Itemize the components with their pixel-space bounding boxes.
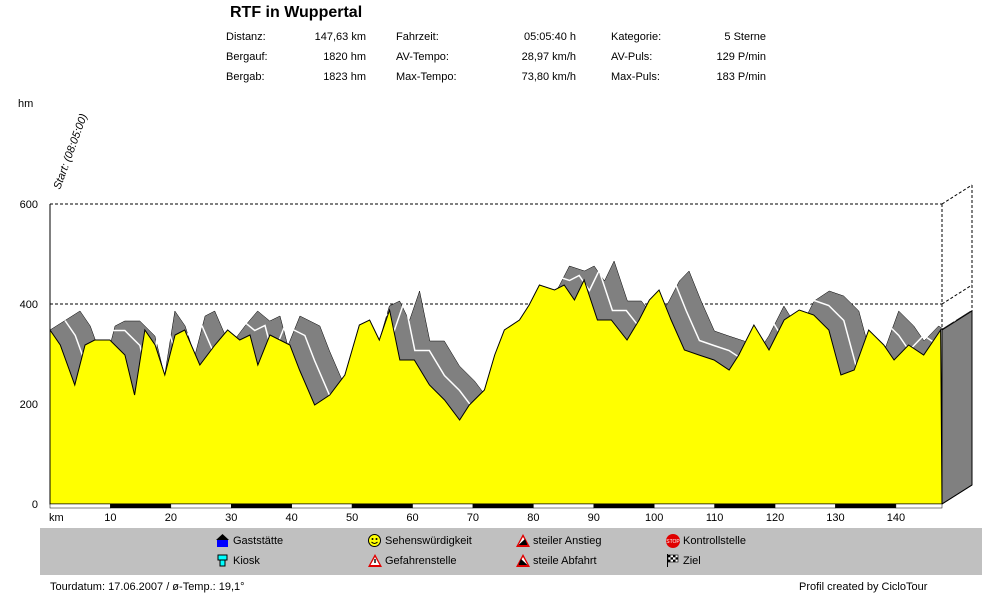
legend-label: Gaststätte: [233, 534, 284, 547]
x-tick-label: 100: [645, 512, 663, 524]
y-tick-label: 400: [20, 299, 38, 311]
stat-value: 1820 hm: [323, 51, 366, 63]
x-axis-band-segment: [49, 503, 111, 509]
smiley-icon: [368, 534, 381, 547]
x-tick-label: 110: [706, 512, 724, 524]
stat-value: 183 P/min: [716, 71, 766, 83]
legend: Gaststätte Sehenswürdigkeit steiler Anstie…: [40, 528, 982, 575]
legend-item: Gaststätte: [216, 534, 283, 547]
steep-climb-icon: [516, 534, 530, 547]
warning-icon: [368, 554, 382, 567]
x-axis-band-segment: [291, 503, 353, 509]
x-axis-band-segment: [351, 503, 413, 509]
side-face: [941, 310, 973, 505]
footer-credit: Profil created by CicloTour: [799, 581, 928, 593]
steep-descent-icon: [516, 554, 530, 567]
stop-sign-icon: STOP: [666, 534, 680, 548]
stat-value: 147,63 km: [314, 31, 366, 43]
stat-label: Distanz:: [226, 31, 266, 43]
x-axis-band-segment: [593, 503, 655, 509]
y-axis-label: hm: [18, 98, 33, 110]
stat-label: Bergab:: [226, 71, 265, 83]
stat-label: Max-Tempo:: [396, 71, 457, 83]
legend-label: Gefahrenstelle: [385, 554, 457, 567]
x-axis-label: km: [49, 512, 64, 524]
legend-label: Kiosk: [233, 554, 260, 567]
stat-label: Max-Puls:: [611, 71, 660, 83]
y-tick-label: 200: [20, 399, 38, 411]
legend-item: Kiosk: [216, 554, 260, 567]
x-tick-label: 70: [467, 512, 479, 524]
x-axis-band-segment: [170, 503, 232, 509]
footer-tour-info: Tourdatum: 17.06.2007 / ø-Temp.: 19,1°: [50, 581, 245, 593]
legend-label: steiler Anstieg: [533, 534, 602, 547]
start-annotation: Start: (08:05:00): [52, 112, 91, 191]
x-axis-band-segment: [110, 503, 172, 509]
x-axis-band-segment: [774, 503, 836, 509]
x-axis-band-segment: [231, 503, 292, 509]
x-tick-label: 20: [165, 512, 177, 524]
x-axis-band-segment: [472, 503, 534, 509]
stat-label: Kategorie:: [611, 31, 662, 43]
stat-value: 5 Sterne: [724, 31, 766, 43]
x-tick-label: 30: [225, 512, 237, 524]
x-tick-label: 130: [826, 512, 844, 524]
x-tick-label: 40: [286, 512, 298, 524]
x-axis-band-segment: [653, 503, 715, 509]
legend-item: STOP Kontrollstelle: [666, 534, 746, 548]
stat-value: 05:05:40 h: [524, 31, 576, 43]
x-tick-label: 10: [104, 512, 116, 524]
legend-item: Gefahrenstelle: [368, 554, 457, 567]
x-tick-label: 90: [588, 512, 600, 524]
stat-value: 28,97 km/h: [521, 51, 576, 63]
checkered-flag-icon: [666, 554, 679, 567]
y-tick-label: 600: [20, 199, 38, 211]
elevation-area: [49, 278, 943, 505]
stat-label: Bergauf:: [226, 51, 268, 63]
stat-label: AV-Puls:: [611, 51, 653, 63]
x-tick-label: 80: [527, 512, 539, 524]
x-tick-label: 120: [766, 512, 784, 524]
y-tick-label: 0: [32, 499, 38, 511]
x-axis-band-segment: [412, 503, 474, 509]
stat-value: 129 P/min: [716, 51, 766, 63]
x-axis-band-segment: [533, 503, 595, 509]
svg-text:STOP: STOP: [666, 539, 680, 545]
x-axis-band-segment: [714, 503, 776, 509]
x-axis-band-segment: [895, 503, 943, 509]
page-title: RTF in Wuppertal: [230, 4, 363, 21]
house-icon: [216, 534, 229, 547]
stat-value: 73,80 km/h: [521, 71, 576, 83]
legend-item: Sehenswürdigkeit: [368, 534, 472, 547]
stat-label: AV-Tempo:: [396, 51, 449, 63]
base-depth: [941, 484, 973, 505]
x-axis-band-segment: [835, 503, 897, 509]
stat-label: Fahrzeit:: [396, 31, 439, 43]
legend-item: Ziel: [666, 554, 701, 567]
cup-icon: [216, 554, 229, 567]
gridline-depth: [941, 184, 973, 205]
legend-label: steile Abfahrt: [533, 554, 597, 567]
x-tick-label: 50: [346, 512, 358, 524]
x-tick-label: 60: [406, 512, 418, 524]
legend-item: steile Abfahrt: [516, 554, 597, 567]
legend-label: Sehenswürdigkeit: [385, 534, 472, 547]
stat-value: 1823 hm: [323, 71, 366, 83]
gridline-depth: [941, 284, 973, 305]
legend-item: steiler Anstieg: [516, 534, 601, 547]
legend-label: Kontrollstelle: [683, 534, 746, 547]
legend-label: Ziel: [683, 554, 701, 567]
x-tick-label: 140: [887, 512, 905, 524]
